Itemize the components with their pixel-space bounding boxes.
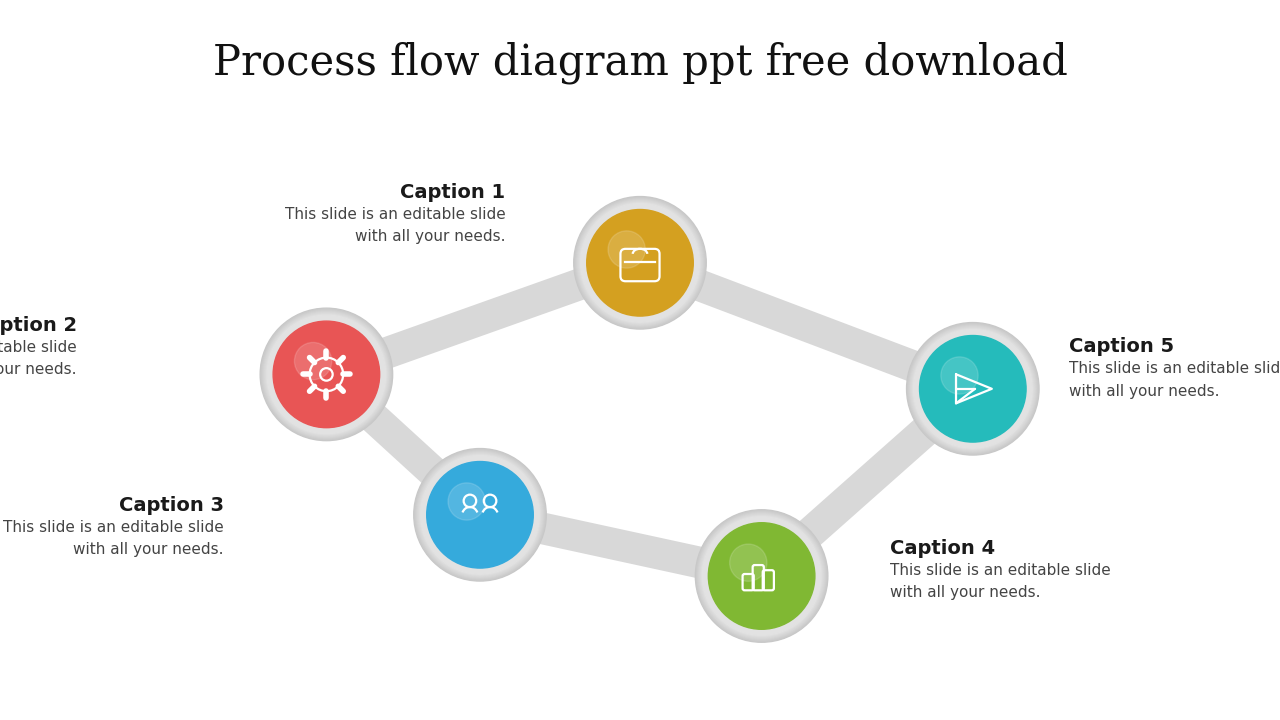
Circle shape [708, 523, 815, 629]
Circle shape [941, 357, 978, 394]
Circle shape [577, 199, 703, 326]
Circle shape [448, 483, 485, 520]
Text: Caption 5: Caption 5 [1069, 338, 1174, 356]
Circle shape [426, 462, 534, 568]
Text: This slide is an editable slide
with all your needs.: This slide is an editable slide with all… [1069, 361, 1280, 399]
Circle shape [265, 313, 388, 436]
Circle shape [260, 308, 393, 441]
Circle shape [586, 210, 694, 316]
Circle shape [576, 199, 704, 327]
Circle shape [580, 202, 700, 323]
Circle shape [573, 197, 707, 329]
Circle shape [575, 197, 705, 328]
Polygon shape [311, 247, 655, 390]
Circle shape [911, 328, 1034, 450]
Circle shape [266, 314, 387, 435]
Circle shape [262, 310, 390, 438]
Circle shape [417, 453, 543, 577]
Circle shape [415, 449, 545, 580]
Circle shape [696, 510, 827, 642]
Circle shape [913, 328, 1033, 449]
Circle shape [421, 456, 539, 574]
Text: Caption 4: Caption 4 [890, 539, 995, 558]
Circle shape [700, 515, 823, 637]
Circle shape [701, 516, 822, 636]
Circle shape [608, 231, 645, 268]
Text: Process flow diagram ppt free download: Process flow diagram ppt free download [212, 42, 1068, 84]
Circle shape [703, 517, 820, 635]
Circle shape [581, 204, 699, 322]
Circle shape [264, 311, 389, 438]
Circle shape [420, 454, 540, 575]
Text: Caption 1: Caption 1 [401, 183, 506, 202]
Text: Caption 2: Caption 2 [0, 316, 77, 335]
Circle shape [416, 451, 544, 579]
Circle shape [910, 325, 1036, 452]
Circle shape [908, 323, 1038, 454]
Circle shape [730, 544, 767, 581]
Circle shape [417, 451, 543, 578]
Circle shape [695, 510, 828, 642]
Text: This slide is an editable slide
with all your needs.: This slide is an editable slide with all… [0, 340, 77, 377]
Polygon shape [746, 373, 988, 592]
Circle shape [699, 513, 824, 639]
Circle shape [577, 201, 703, 325]
Circle shape [699, 514, 824, 638]
Circle shape [909, 325, 1037, 453]
Circle shape [919, 336, 1027, 442]
Text: Caption 3: Caption 3 [119, 496, 224, 515]
Circle shape [579, 202, 701, 324]
Circle shape [906, 323, 1039, 455]
Circle shape [273, 321, 380, 428]
Polygon shape [311, 359, 495, 531]
Text: This slide is an editable slide
with all your needs.: This slide is an editable slide with all… [4, 520, 224, 557]
Circle shape [268, 315, 385, 433]
Circle shape [264, 312, 389, 436]
Circle shape [419, 454, 541, 576]
Circle shape [910, 327, 1036, 451]
Polygon shape [625, 247, 988, 405]
Circle shape [413, 449, 547, 581]
Circle shape [294, 343, 332, 379]
Text: This slide is an editable slide
with all your needs.: This slide is an editable slide with all… [890, 563, 1110, 600]
Text: This slide is an editable slide
with all your needs.: This slide is an editable slide with all… [285, 207, 506, 244]
Circle shape [261, 309, 392, 440]
Polygon shape [465, 499, 777, 592]
Circle shape [914, 330, 1032, 448]
Circle shape [698, 512, 826, 640]
